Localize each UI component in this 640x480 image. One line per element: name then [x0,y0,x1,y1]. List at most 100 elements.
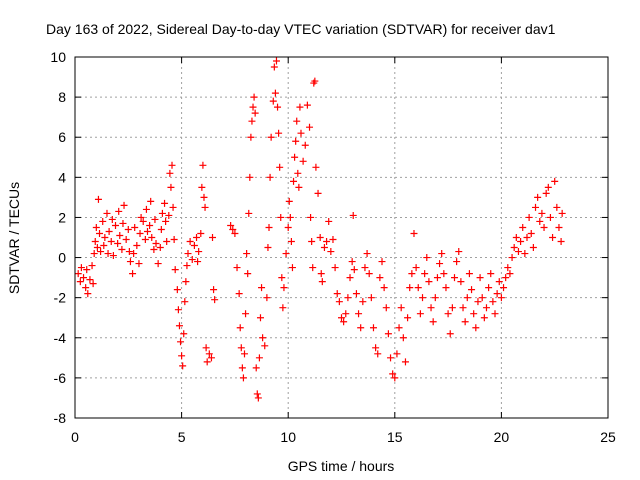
data-point [238,364,246,372]
data-point [126,258,134,266]
data-point [318,278,326,286]
data-point [193,234,201,241]
data-point [438,250,446,258]
data-point [236,324,244,332]
data-point [429,318,437,326]
data-point [200,193,208,201]
data-point [546,213,554,221]
y-tick-label: 2 [58,209,66,225]
data-point [393,350,401,358]
data-point [303,101,311,109]
data-point [82,284,90,292]
data-point [143,227,151,235]
data-point [178,352,186,360]
data-point [246,173,254,181]
data-point [195,248,203,256]
data-point [312,163,320,171]
data-point [529,244,537,252]
data-point [293,117,301,125]
data-point [264,244,272,252]
data-point [431,294,439,302]
data-point [165,211,173,219]
data-point [175,322,183,330]
data-point [442,284,450,292]
data-point [130,250,138,258]
data-point [474,298,482,306]
y-tick-label: -6 [54,370,67,386]
data-point [502,274,510,282]
data-point [491,310,499,318]
data-point [369,324,377,332]
data-point [235,290,243,298]
data-point [504,264,512,272]
data-point [100,242,108,250]
data-point [461,318,469,326]
data-point [327,248,335,256]
data-point [416,310,424,318]
grid-lines [75,57,608,418]
data-point [233,264,241,272]
data-point [280,284,288,292]
data-point [338,314,345,322]
data-point [412,264,420,272]
data-point [124,225,132,233]
data-point [401,358,409,366]
data-point [497,294,505,302]
data-point [349,211,357,219]
data-point [227,221,235,229]
data-point [450,274,458,282]
data-point [129,270,137,278]
data-point [104,250,112,258]
data-point [406,284,414,292]
data-point [135,260,143,268]
y-tick-label: 6 [58,129,66,145]
data-point [115,207,123,215]
data-point [374,350,382,358]
data-point [103,209,111,217]
x-axis: 0 5 10 15 20 25 [71,57,616,445]
data-point [133,242,141,250]
data-point [478,294,486,302]
data-point [314,189,322,197]
data-point [495,278,503,286]
data-point [365,270,373,278]
x-tick-label: 20 [494,429,510,445]
data-point [244,270,252,278]
data-point [551,177,559,185]
data-point [141,236,149,244]
data-point [512,234,520,241]
data-point [207,354,215,362]
data-point [340,318,348,326]
data-point [480,314,488,322]
data-point [285,197,293,205]
data-point [307,213,315,221]
data-point [448,304,456,312]
data-point [459,304,467,312]
data-point [256,314,264,322]
data-point [525,213,533,221]
data-point [323,238,331,246]
chart-title: Day 163 of 2022, Sidereal Day-to-day VTE… [46,21,556,37]
data-point [266,173,274,181]
data-point [342,310,350,318]
data-point [201,203,209,211]
data-point [161,199,169,207]
data-point [463,294,471,302]
data-point [384,330,392,338]
data-point [190,242,198,250]
data-point [108,215,116,223]
data-point [99,217,107,225]
data-point [489,298,497,306]
data-point [292,137,300,145]
data-point [308,238,316,246]
data-point [240,350,248,358]
data-points [74,57,566,402]
data-point [320,244,328,252]
data-point [279,304,287,312]
data-point [242,310,250,318]
data-point [553,203,561,211]
data-point [80,274,88,282]
data-point [395,324,403,332]
data-point [86,276,94,284]
